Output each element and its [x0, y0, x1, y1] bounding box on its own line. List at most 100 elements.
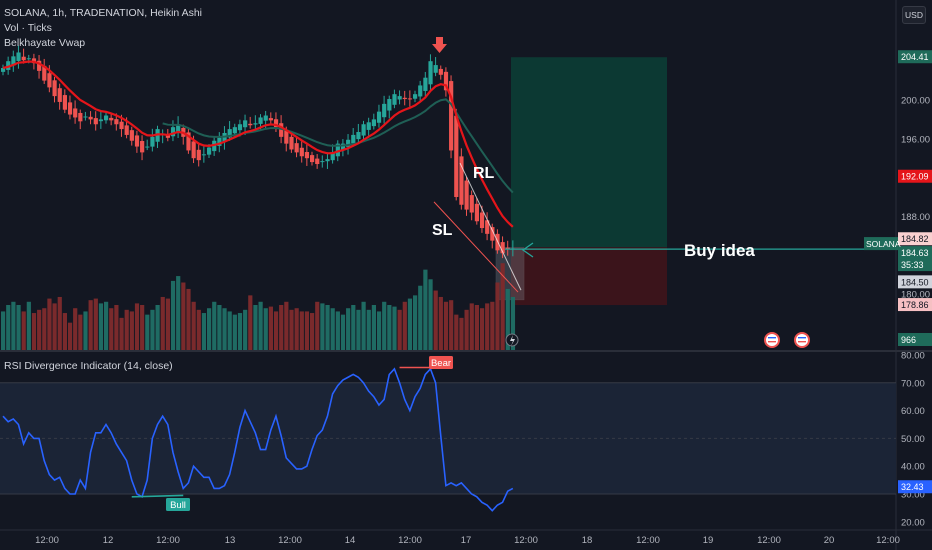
us-flag-event-icon — [794, 332, 810, 348]
entry-price-tag: 184.82 — [898, 232, 932, 246]
bull-label-text: Bull — [170, 500, 186, 511]
candle-body — [253, 123, 258, 125]
volume-bar — [16, 305, 21, 350]
volume-bar — [222, 308, 227, 350]
volume-bar — [26, 301, 31, 350]
volume-bar — [21, 311, 26, 350]
candle-body — [371, 119, 376, 127]
volume-bar — [382, 301, 387, 350]
volume-bar — [315, 301, 320, 350]
volume-bar — [31, 313, 37, 350]
candle-body — [52, 80, 57, 97]
volume-bar — [124, 309, 129, 350]
volume-bar — [310, 313, 315, 350]
candle-body — [284, 130, 289, 144]
candle-body — [279, 123, 284, 137]
candle-body — [170, 127, 176, 137]
volume-bar — [83, 311, 88, 350]
volume-bar — [325, 305, 330, 350]
rsi-indicator-legend[interactable]: RSI Divergence Indicator (14, close) — [4, 360, 173, 372]
stop-price-tag-bg — [898, 298, 932, 312]
price-axis-tick: 188.00 — [901, 212, 930, 223]
flash-icon-glyph — [510, 335, 515, 346]
time-axis-label: 12:00 — [514, 535, 538, 546]
candle-body — [325, 159, 330, 162]
rsi-axis-tick: 80.00 — [901, 351, 925, 362]
volume-bar — [479, 308, 485, 350]
price-axis-tick: 180.00 — [901, 290, 930, 301]
volume-bar — [155, 305, 160, 350]
candle-body — [376, 111, 382, 123]
volume-bar — [119, 317, 124, 350]
time-axis-label: 12 — [103, 535, 114, 546]
candle-body — [469, 195, 474, 213]
volume-bar — [273, 311, 279, 350]
volume-bar — [459, 317, 464, 350]
time-axis-label: 12:00 — [398, 535, 422, 546]
time-axis-label: 19 — [703, 535, 714, 546]
symbol-legend[interactable]: SOLANA, 1h, TRADENATION, Heikin Ashi — [4, 7, 203, 19]
us-flag-stripe — [768, 341, 776, 343]
candle-body — [361, 124, 366, 136]
candle-body — [119, 121, 124, 130]
candle-body — [474, 203, 479, 222]
candle-body — [227, 129, 232, 138]
volume-bar — [217, 305, 222, 350]
candle-body — [73, 108, 78, 118]
volume-indicator-legend[interactable]: Vol · Ticks — [4, 22, 52, 34]
last-price-tag-text: 184.63 — [901, 248, 929, 258]
target-price-tag-text: 204.41 — [901, 52, 929, 62]
volume-bar — [268, 306, 273, 350]
volume-bar — [361, 301, 366, 350]
candle-body — [140, 141, 145, 153]
time-axis-label: 17 — [461, 535, 472, 546]
buy-idea-annotation: Buy idea — [684, 241, 755, 260]
volume-bar — [114, 305, 119, 350]
volume-bar — [289, 309, 294, 350]
currency-button[interactable]: USD — [902, 6, 926, 24]
stop-price-tag-text: 178.86 — [901, 300, 929, 310]
candle-body — [47, 73, 52, 88]
candle-body — [134, 135, 140, 147]
stop-zone — [511, 247, 667, 306]
volume-bar — [392, 306, 397, 350]
volume-bar — [232, 314, 237, 350]
candle-body — [207, 147, 212, 155]
volume-bar — [500, 263, 505, 350]
volume-bar — [413, 295, 418, 350]
candle-body — [268, 118, 273, 121]
candle-body — [26, 58, 31, 60]
candle-body — [88, 116, 93, 120]
entry-chevron-icon — [521, 242, 534, 258]
candle-body — [98, 119, 104, 122]
volume-bar — [340, 314, 346, 350]
bull-label: Bull — [166, 498, 190, 511]
volume-bar — [449, 300, 454, 350]
volume-bar — [505, 288, 510, 350]
candle-body — [176, 124, 181, 132]
candle-body — [356, 132, 361, 140]
volume-bar — [263, 308, 268, 350]
candle-body — [459, 156, 464, 205]
candle-body — [273, 119, 279, 128]
down-arrow-marker-icon — [432, 37, 447, 53]
volume-bar — [196, 309, 201, 350]
time-axis-label: 12:00 — [35, 535, 59, 546]
volume-bar — [98, 303, 104, 350]
time-axis-label: 12:00 — [278, 535, 302, 546]
target-price-tag: 204.41 — [898, 50, 932, 64]
volume-bar — [227, 311, 232, 350]
candle-body — [129, 130, 134, 141]
symbol-price-tag: SOLANA — [864, 237, 901, 251]
candle-body — [304, 152, 310, 159]
volume-bar — [67, 322, 73, 350]
volume-bar — [335, 311, 340, 350]
bear-label-text: Bear — [431, 358, 451, 369]
countdown-tag-bg — [898, 258, 932, 272]
vwap-indicator-legend[interactable]: Belkhayate Vwap — [4, 37, 86, 49]
rsi-axis-tick: 40.00 — [901, 462, 925, 473]
candle-body — [21, 56, 26, 61]
volume-bar — [1, 311, 6, 350]
